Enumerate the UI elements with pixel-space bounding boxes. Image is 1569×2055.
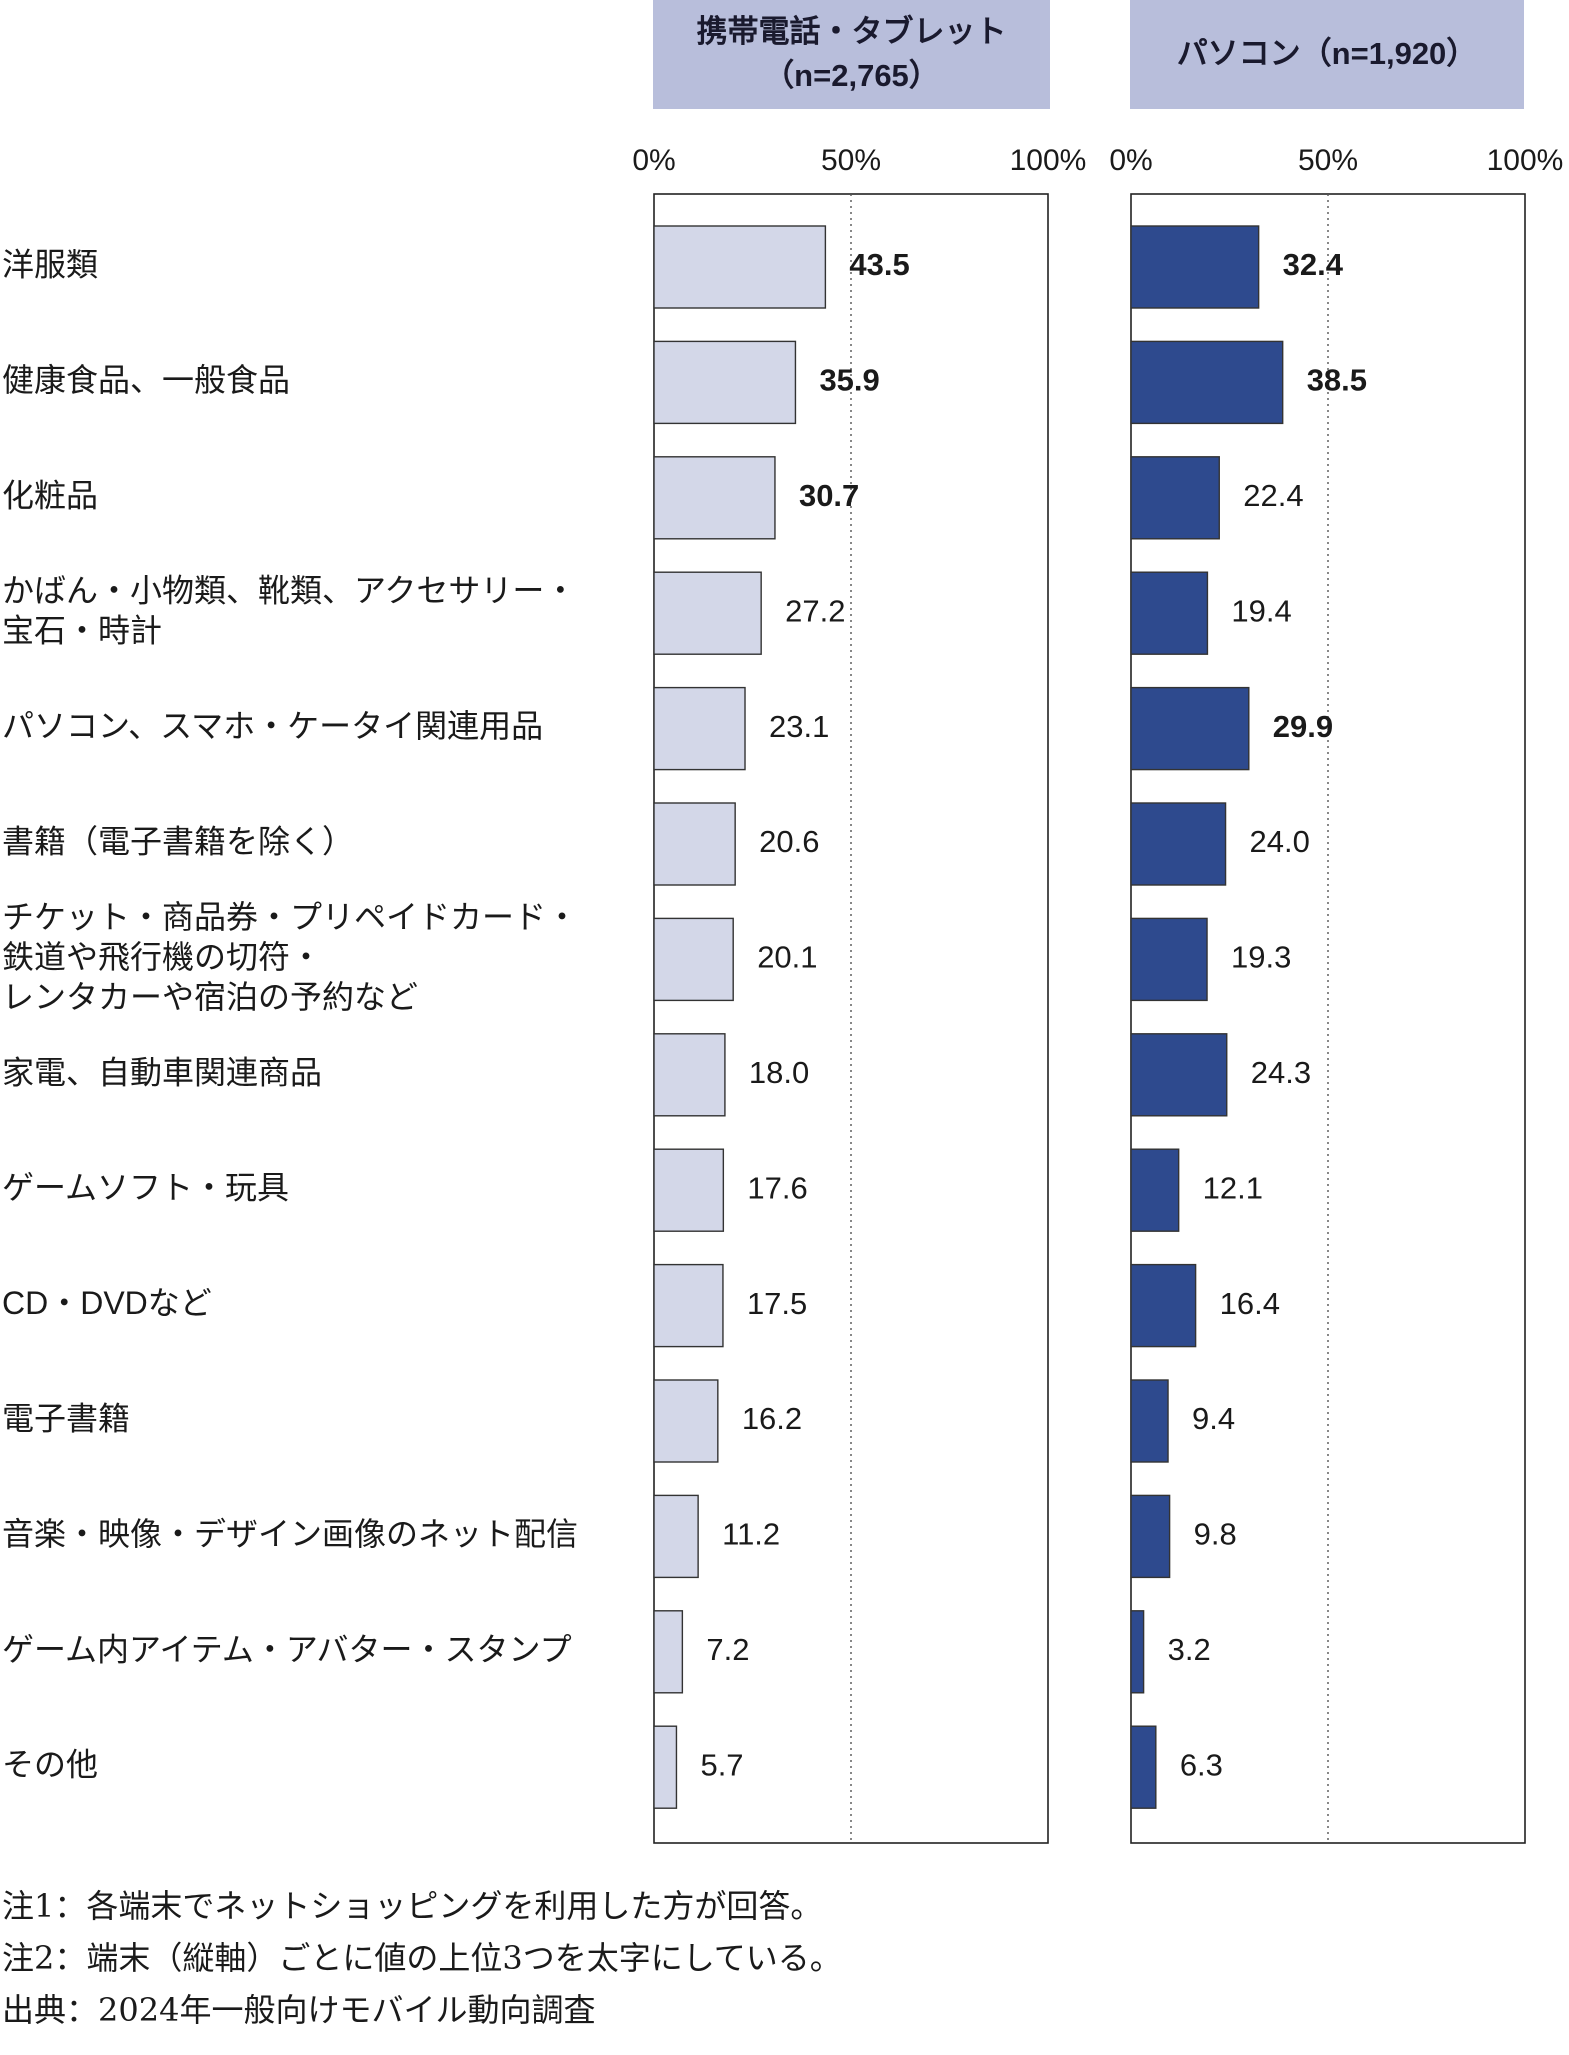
value-label: 20.6 <box>759 824 819 859</box>
value-label: 24.0 <box>1250 824 1310 859</box>
notes: 注1：各端末でネットショッピングを利用した方が回答。 注2：端末（縦軸）ごとに値… <box>2 1880 842 2036</box>
category-label: ゲームソフト・玩具 <box>2 1170 289 1206</box>
note-source: 出典：2024年一般向けモバイル動向調査 <box>2 1991 596 2029</box>
category-label: 電子書籍 <box>2 1400 130 1436</box>
category-label: 鉄道や飛行機の切符・ <box>2 939 322 975</box>
bar <box>653 1494 699 1579</box>
axis-tick-label: 100% <box>1487 144 1564 177</box>
axis-tick-label: 0% <box>632 144 675 177</box>
value-label: 19.4 <box>1231 593 1291 628</box>
bar <box>1130 340 1284 425</box>
value-label: 43.5 <box>849 247 909 282</box>
bar <box>653 1610 684 1694</box>
value-label: 18.0 <box>749 1055 809 1090</box>
bar <box>653 1263 724 1348</box>
bar <box>653 225 827 309</box>
panel-header-box <box>653 0 1050 109</box>
category-label: 化粧品 <box>2 477 98 513</box>
category-label: パソコン、スマホ・ケータイ関連用品 <box>2 708 543 744</box>
panel-title: 携帯電話・タブレット <box>697 14 1007 49</box>
category-label: 健康食品、一般食品 <box>2 362 290 398</box>
bar <box>653 571 762 655</box>
value-label: 16.4 <box>1220 1286 1280 1321</box>
category-label: ゲーム内アイテム・アバター・スタンプ <box>2 1631 572 1667</box>
category-label: CD・DVDなど <box>2 1285 212 1321</box>
chart-svg: 洋服類健康食品、一般食品化粧品かばん・小物類、靴類、アクセサリー・宝石・時計パソ… <box>2 0 1564 1844</box>
bar <box>653 456 776 540</box>
category-label: レンタカーや宿泊の予約など <box>2 979 418 1015</box>
value-label: 9.8 <box>1194 1517 1237 1552</box>
axis-tick-label: 100% <box>1010 144 1087 177</box>
bar <box>653 1148 725 1232</box>
bar <box>1130 1033 1228 1117</box>
bar <box>1130 802 1227 886</box>
value-label: 12.1 <box>1203 1170 1263 1205</box>
bar <box>1130 1725 1157 1809</box>
category-label: チケット・商品券・プリペイドカード・ <box>2 899 578 935</box>
panel-header-box <box>1130 0 1524 109</box>
bar <box>653 917 734 1002</box>
value-label: 20.1 <box>757 940 817 975</box>
note-1: 注1：各端末でネットショッピングを利用した方が回答。 <box>2 1887 823 1925</box>
value-label: 17.5 <box>747 1286 807 1321</box>
value-label: 24.3 <box>1251 1055 1311 1090</box>
bar <box>1130 1610 1145 1694</box>
bar <box>1130 225 1260 309</box>
value-label: 23.1 <box>769 709 829 744</box>
category-label: その他 <box>2 1747 98 1783</box>
axis-tick-label: 50% <box>821 144 881 177</box>
value-label: 29.9 <box>1273 709 1333 744</box>
axis-tick-label: 50% <box>1298 144 1358 177</box>
bar <box>1130 1494 1171 1579</box>
bar <box>1130 571 1209 655</box>
category-label: 音楽・映像・デザイン画像のネット配信 <box>2 1516 578 1552</box>
value-label: 30.7 <box>799 478 859 513</box>
value-label: 7.2 <box>706 1632 749 1667</box>
category-label: 宝石・時計 <box>2 613 162 649</box>
category-label: 洋服類 <box>2 246 98 282</box>
value-label: 11.2 <box>722 1517 780 1552</box>
bar <box>653 802 736 886</box>
category-label: 家電、自動車関連商品 <box>2 1054 322 1090</box>
value-label: 17.6 <box>747 1170 807 1205</box>
bar <box>1130 1263 1197 1348</box>
bar <box>1130 1379 1169 1463</box>
bar <box>653 1379 719 1463</box>
axis-tick-label: 0% <box>1109 144 1152 177</box>
bar <box>1130 1148 1180 1232</box>
value-label: 35.9 <box>819 363 879 398</box>
value-label: 32.4 <box>1283 247 1344 282</box>
bar <box>1130 686 1250 771</box>
bar <box>653 686 746 771</box>
bar <box>653 1033 726 1117</box>
bar <box>653 1725 678 1809</box>
bar <box>1130 456 1220 540</box>
value-label: 6.3 <box>1180 1747 1223 1782</box>
bar <box>1130 917 1208 1002</box>
value-label: 22.4 <box>1243 478 1303 513</box>
panel-subtitle: （n=2,765） <box>763 58 940 93</box>
value-label: 38.5 <box>1307 363 1367 398</box>
value-label: 19.3 <box>1231 940 1291 975</box>
value-label: 27.2 <box>785 593 845 628</box>
value-label: 5.7 <box>700 1747 743 1782</box>
value-label: 9.4 <box>1192 1401 1235 1436</box>
value-label: 16.2 <box>742 1401 802 1436</box>
value-label: 3.2 <box>1168 1632 1211 1667</box>
note-2: 注2：端末（縦軸）ごとに値の上位3つを太字にしている。 <box>2 1939 842 1977</box>
bar <box>653 340 797 425</box>
category-label: かばん・小物類、靴類、アクセサリー・ <box>2 573 576 609</box>
category-label: 書籍（電子書籍を除く） <box>2 823 354 859</box>
panel-title: パソコン（n=1,920） <box>1177 36 1478 71</box>
